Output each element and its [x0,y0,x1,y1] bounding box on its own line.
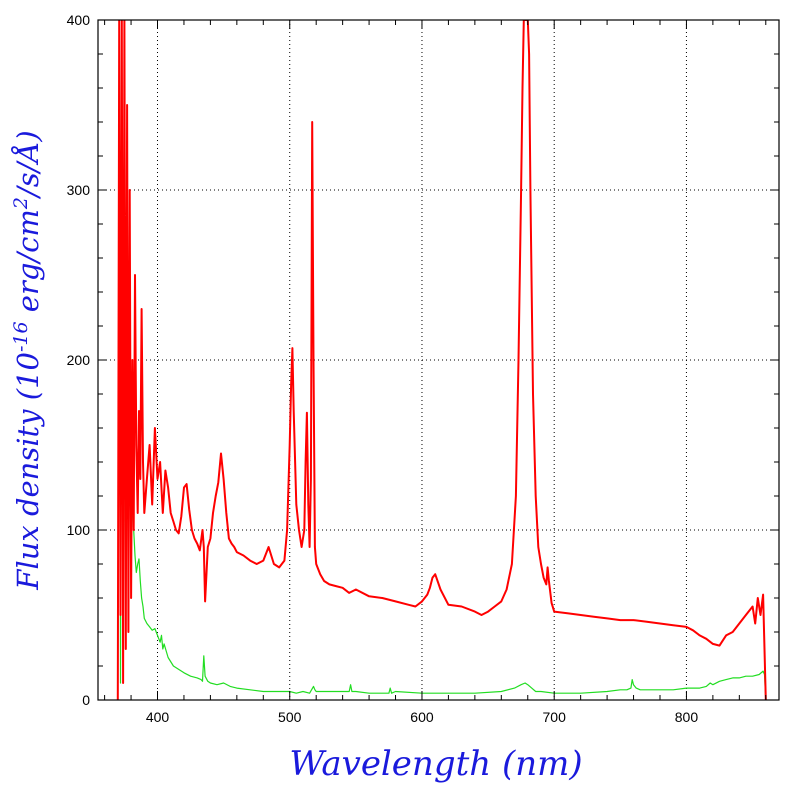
y-tick-label: 400 [67,12,91,28]
y-axis-title-suffix: /s/Å) [10,130,45,200]
series-layer [116,20,767,700]
tick-labels: 400 500 600 700 800 0 100 200 300 400 [67,12,699,725]
y-tick-label: 200 [67,352,91,368]
y-axis-title-mid: erg/cm [11,209,45,321]
axis-ticks [98,20,779,700]
y-axis-title: Flux density (10-16 erg/cm2/s/Å) [10,130,45,590]
x-tick-label: 400 [146,709,170,725]
y-tick-label: 100 [67,522,91,538]
x-tick-label: 500 [278,709,302,725]
grid-lines [98,20,779,700]
y-axis-title-exp2: 2 [10,197,32,210]
x-axis-title: Wavelength (nm) [289,744,582,784]
y-tick-label: 0 [82,692,90,708]
y-tick-label: 300 [67,182,91,198]
y-axis-title-exp1: -16 [10,321,32,352]
x-tick-label: 800 [675,709,699,725]
series-line-red [116,20,767,700]
x-tick-label: 600 [410,709,434,725]
y-axis-title-prefix: Flux density (10 [11,352,45,591]
x-tick-label: 700 [543,709,567,725]
series-line-green [117,20,767,700]
